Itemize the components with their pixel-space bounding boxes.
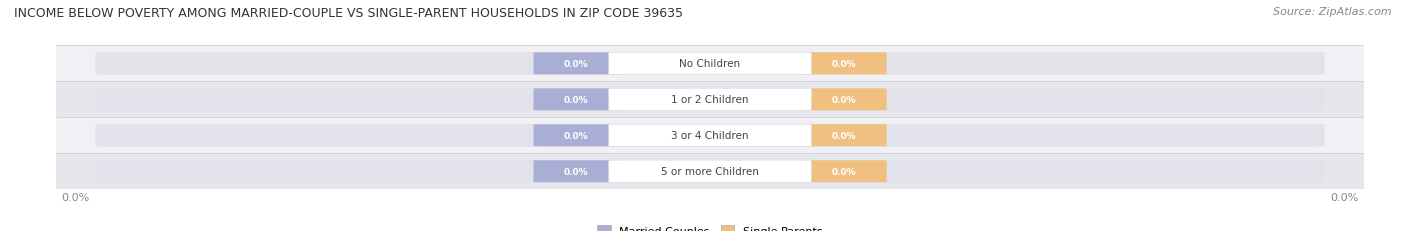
FancyBboxPatch shape: [801, 125, 887, 147]
Text: Source: ZipAtlas.com: Source: ZipAtlas.com: [1274, 7, 1392, 17]
Text: No Children: No Children: [679, 59, 741, 69]
Text: 3 or 4 Children: 3 or 4 Children: [671, 131, 749, 141]
Bar: [56, 118, 1364, 154]
Text: INCOME BELOW POVERTY AMONG MARRIED-COUPLE VS SINGLE-PARENT HOUSEHOLDS IN ZIP COD: INCOME BELOW POVERTY AMONG MARRIED-COUPL…: [14, 7, 683, 20]
Text: 0.0%: 0.0%: [564, 167, 588, 176]
Text: 0.0%: 0.0%: [832, 95, 856, 104]
Text: 0.0%: 0.0%: [832, 167, 856, 176]
Bar: [56, 82, 1364, 118]
FancyBboxPatch shape: [96, 53, 1324, 76]
FancyBboxPatch shape: [96, 160, 1324, 183]
Text: 0.0%: 0.0%: [832, 60, 856, 69]
Bar: [56, 154, 1364, 189]
FancyBboxPatch shape: [533, 89, 619, 111]
FancyBboxPatch shape: [609, 160, 811, 183]
Bar: [56, 46, 1364, 82]
FancyBboxPatch shape: [533, 53, 619, 75]
FancyBboxPatch shape: [533, 161, 619, 182]
Text: 0.0%: 0.0%: [832, 131, 856, 140]
Text: 0.0%: 0.0%: [564, 60, 588, 69]
Text: 0.0%: 0.0%: [564, 95, 588, 104]
FancyBboxPatch shape: [96, 124, 1324, 147]
FancyBboxPatch shape: [609, 53, 811, 75]
Legend: Married Couples, Single Parents: Married Couples, Single Parents: [593, 221, 827, 231]
FancyBboxPatch shape: [533, 125, 619, 147]
FancyBboxPatch shape: [96, 88, 1324, 111]
Text: 5 or more Children: 5 or more Children: [661, 167, 759, 176]
FancyBboxPatch shape: [801, 53, 887, 75]
Text: 0.0%: 0.0%: [564, 131, 588, 140]
FancyBboxPatch shape: [609, 125, 811, 147]
FancyBboxPatch shape: [801, 161, 887, 182]
Text: 1 or 2 Children: 1 or 2 Children: [671, 95, 749, 105]
FancyBboxPatch shape: [609, 89, 811, 111]
FancyBboxPatch shape: [801, 89, 887, 111]
